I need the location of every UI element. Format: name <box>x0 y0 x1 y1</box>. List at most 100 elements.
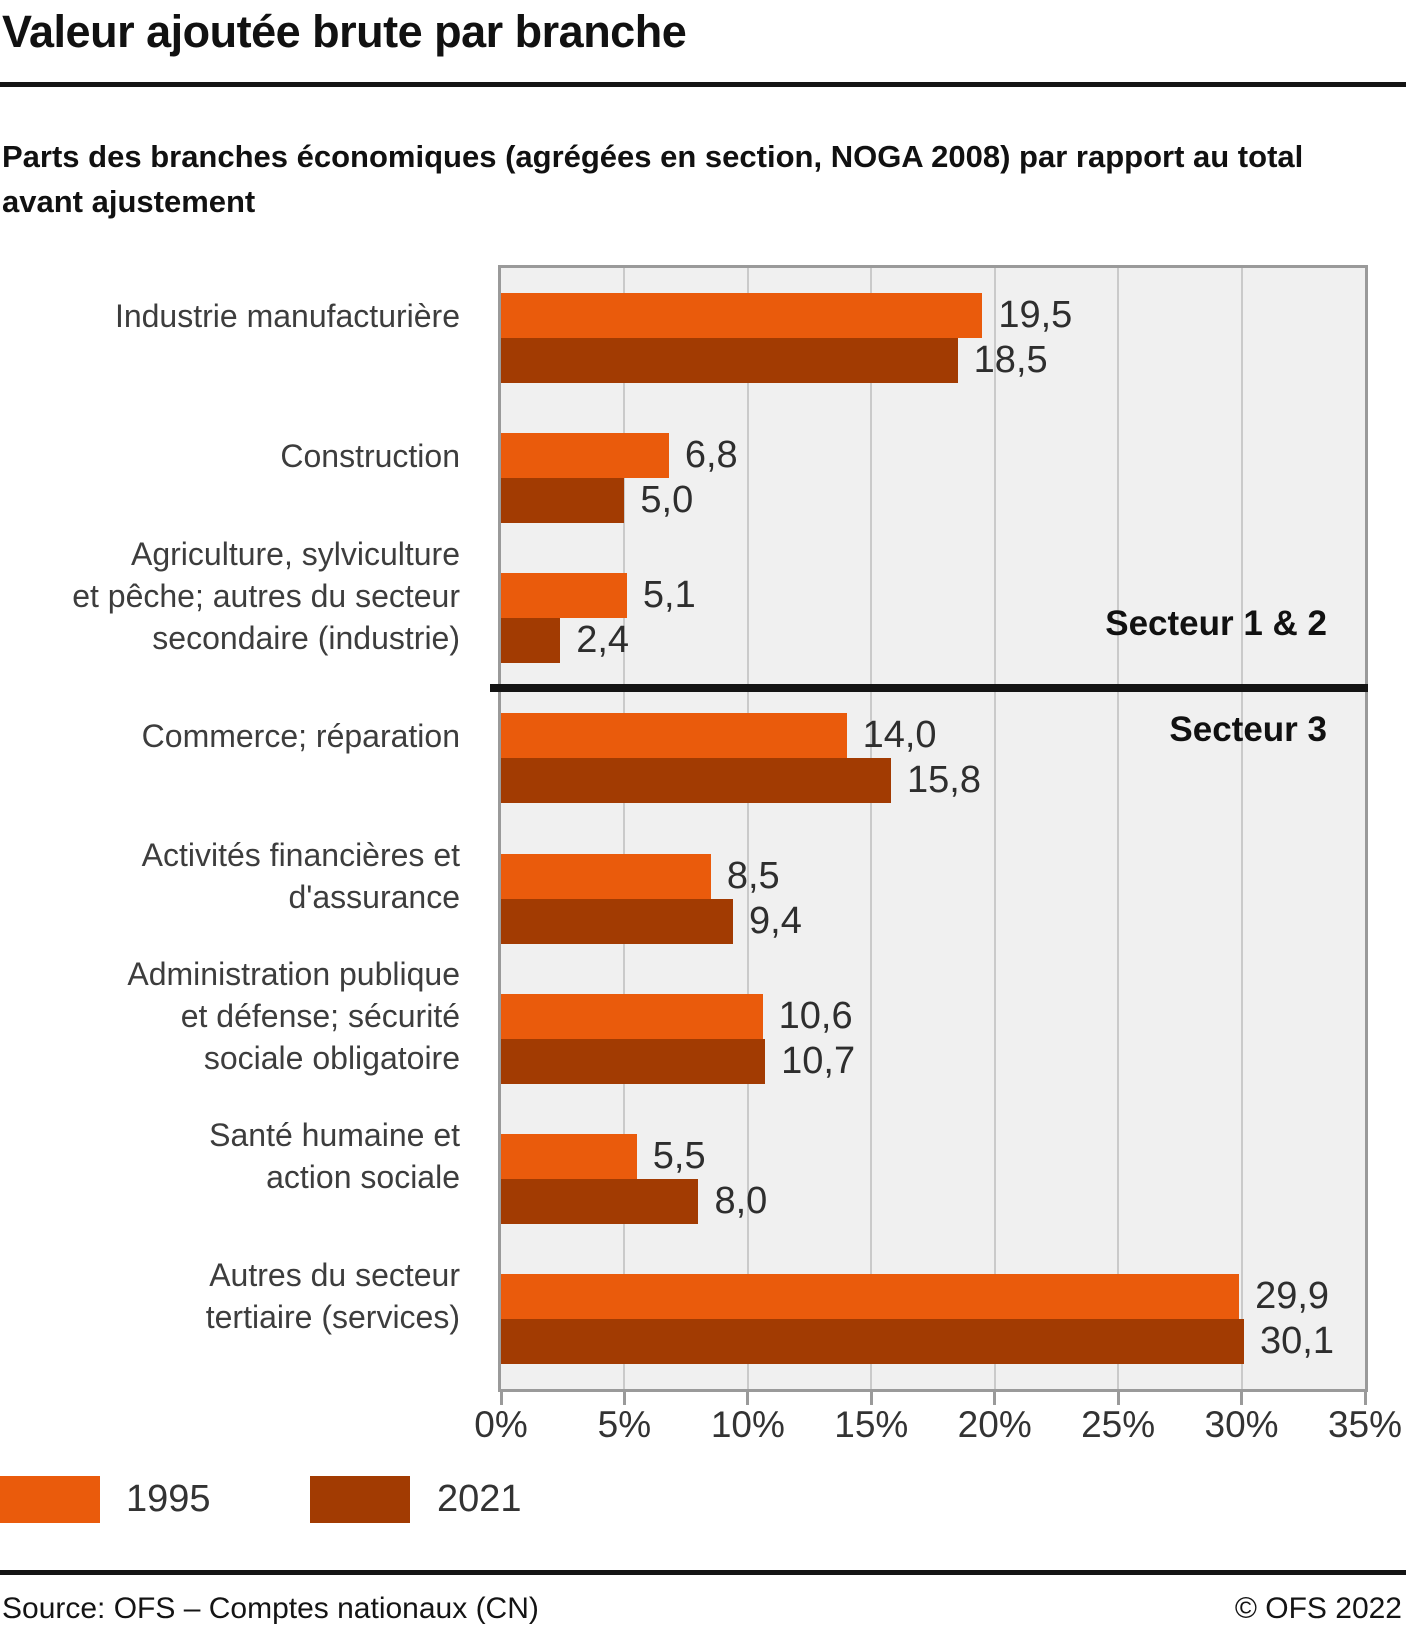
category-label-line: Santé humaine et <box>209 1117 460 1154</box>
x-axis-label: 20% <box>957 1404 1032 1445</box>
source-note: Source: OFS – Comptes nationaux (CN) <box>2 1592 539 1625</box>
category-label-line: secondaire (industrie) <box>152 619 460 656</box>
value-label-1995: 5,1 <box>642 574 696 617</box>
x-axis-tick <box>622 1392 626 1405</box>
category-label-line: Administration publique <box>127 956 460 993</box>
category-label-line: tertiaire (services) <box>205 1299 460 1336</box>
title-divider <box>0 82 1406 87</box>
value-label-2021: 30,1 <box>1260 1319 1334 1362</box>
category-label: Autres du secteur tertiaire (services) <box>0 1254 460 1338</box>
legend-swatch-2021 <box>310 1476 410 1523</box>
value-label-1995: 10,6 <box>778 994 853 1037</box>
legend-swatch-1995 <box>0 1476 100 1523</box>
category-label-line: Autres du secteur <box>209 1257 460 1294</box>
value-label-2021: 15,8 <box>907 759 981 802</box>
x-axis-label: 10% <box>710 1404 785 1445</box>
category-label-line: Activités financières et <box>141 837 460 873</box>
category-label: Santé humaine et action sociale <box>0 1114 460 1198</box>
category-label: Activités financières et d'assurance <box>0 834 460 918</box>
value-label-2021: 9,4 <box>749 899 802 942</box>
bar-1995 <box>501 713 847 759</box>
category-label-line: d'assurance <box>288 879 460 915</box>
x-axis-tick <box>993 1392 997 1405</box>
x-axis-tick <box>869 1392 873 1405</box>
category-row: 6,8 5,0 <box>501 408 1365 548</box>
x-axis-tick <box>1240 1392 1244 1405</box>
legend-label-2021: 2021 <box>437 1478 522 1520</box>
bar-1995 <box>501 433 669 479</box>
bar-1995 <box>501 1133 637 1179</box>
value-label-1995: 29,9 <box>1255 1274 1330 1317</box>
sector-label-3: Secteur 3 <box>1169 710 1327 750</box>
category-row: 10,6 10,7 <box>501 969 1365 1109</box>
value-label-2021: 2,4 <box>576 619 630 662</box>
copyright-note: © OFS 2022 <box>1234 1592 1402 1625</box>
bar-2021 <box>501 898 734 944</box>
category-label-line: action sociale <box>266 1159 460 1196</box>
bar-2021 <box>501 338 958 383</box>
bar-2021 <box>501 1318 1245 1364</box>
bar-2021 <box>501 478 625 524</box>
category-label-line: Agriculture, sylviculture <box>131 535 460 572</box>
gridline <box>1117 268 1120 1389</box>
category-label-line: sociale obligatoire <box>203 1040 460 1077</box>
bar-1995 <box>501 1273 1240 1319</box>
gridline <box>993 268 996 1389</box>
value-label-1995: 8,5 <box>726 854 780 897</box>
chart-subtitle: Parts des branches économiques (agrégées… <box>2 139 1304 219</box>
bar-1995 <box>501 293 983 338</box>
category-label-line: et pêche; autres du secteur <box>72 577 460 614</box>
bar-2021 <box>501 618 561 664</box>
value-label-2021: 18,5 <box>973 339 1048 381</box>
category-row: 29,9 30,1 <box>501 1249 1365 1389</box>
category-label-line: Industrie manufacturière <box>114 297 460 334</box>
category-label-line: Construction <box>280 437 460 474</box>
value-label-2021: 5,0 <box>640 479 694 522</box>
gridline <box>1240 268 1243 1389</box>
value-label-1995: 19,5 <box>998 294 1073 336</box>
plot-area: 19,5 18,5 6,8 5,0 5,1 2,4 14,0 15,8 8,5 9,4 10,6 10… <box>490 265 1368 1392</box>
x-axis-label: 25% <box>1081 1404 1156 1445</box>
category-label: Commerce; réparation <box>0 715 460 757</box>
value-label-2021: 10,7 <box>781 1039 856 1082</box>
legend-label-1995: 1995 <box>126 1478 211 1520</box>
value-label-2021: 8,0 <box>714 1179 768 1222</box>
category-row: 14,0 15,8 <box>501 688 1365 828</box>
category-row: 8,5 9,4 <box>501 829 1365 969</box>
x-axis-tick <box>499 1392 503 1405</box>
category-label: Agriculture, sylviculture et pêche; autre… <box>0 533 460 659</box>
value-label-1995: 6,8 <box>684 434 738 477</box>
x-axis-tick <box>1116 1392 1120 1405</box>
page-title: Valeur ajoutée brute par branche <box>2 6 687 57</box>
bar-1995 <box>501 993 763 1039</box>
x-axis-tick <box>746 1392 750 1405</box>
bar-1995 <box>501 853 711 899</box>
category-row: 5,1 2,4 <box>501 548 1365 688</box>
category-label-line: et défense; sécurité <box>180 998 460 1035</box>
gridline <box>746 268 749 1389</box>
sector-label-1-2: Secteur 1 & 2 <box>1105 604 1327 644</box>
category-row: 5,5 8,0 <box>501 1109 1365 1249</box>
category-row: 19,5 18,5 <box>501 268 1365 408</box>
x-axis-label: 35% <box>1327 1404 1403 1445</box>
gridline <box>870 268 873 1389</box>
x-axis-tick <box>1363 1392 1367 1405</box>
x-axis-label: 5% <box>597 1404 652 1445</box>
footer-divider <box>0 1570 1406 1575</box>
category-label: Administration publique et défense; sécur… <box>0 953 460 1079</box>
bar-2021 <box>501 1178 699 1224</box>
x-axis-label: 0% <box>474 1404 528 1445</box>
category-label: Construction <box>0 435 460 477</box>
value-label-1995: 5,5 <box>652 1134 706 1177</box>
x-axis-label: 15% <box>834 1404 909 1445</box>
sector-separator <box>490 684 1368 693</box>
bar-2021 <box>501 758 892 804</box>
bar-2021 <box>501 1038 766 1084</box>
category-label-line: Commerce; réparation <box>141 717 460 754</box>
value-label-1995: 14,0 <box>862 714 937 757</box>
x-axis-label: 30% <box>1204 1404 1279 1445</box>
category-label: Industrie manufacturière <box>0 295 460 337</box>
gridline <box>623 268 626 1389</box>
